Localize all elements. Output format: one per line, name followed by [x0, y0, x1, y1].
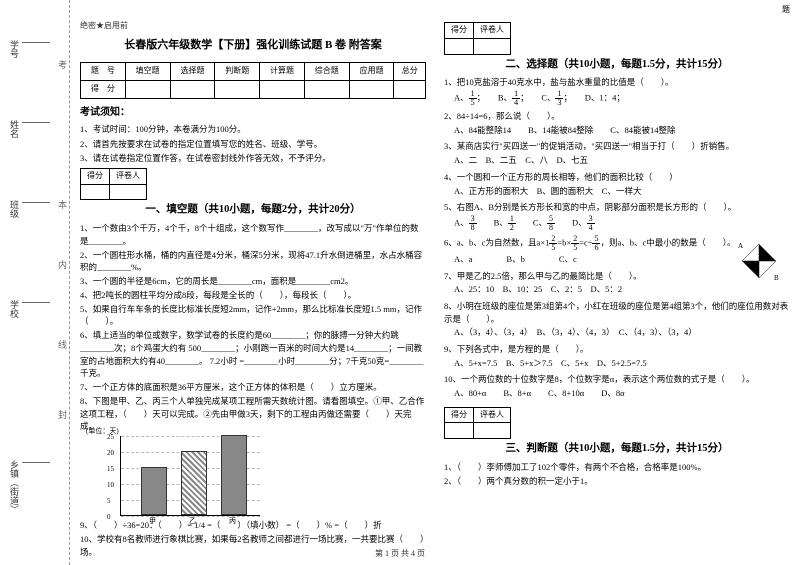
chart-xlabel: 乙 — [189, 516, 196, 527]
score-mini-table-1: 得分评卷人 — [80, 168, 147, 201]
score-mini-table-2: 得分评卷人 — [444, 22, 511, 55]
chart-xlabel: 丙 — [229, 516, 236, 527]
choice-questions: 1、把10克盐溶于40克水中，盐与盐水重量的比值是（ ）。A、15； B、14；… — [444, 76, 790, 400]
choice-options: A、80+α B、8+α C、8+10α D、8α — [454, 387, 790, 401]
score-header-cell: 判断题 — [215, 63, 260, 81]
judge-question: 2、（ ）两个真分数的积一定小于1。 — [444, 475, 790, 488]
mini-cell: 评卷人 — [474, 407, 511, 423]
notice-list: 1、考试时间：100分钟，本卷满分为100分。2、请首先按要求在试卷的指定位置填… — [80, 123, 426, 166]
fill-question: 1、一个数由3个千万，4个千，8个十组成，这个数写作________，改写成以"… — [80, 222, 426, 248]
section-1-title: 一、填空题（共10小题，每题2分，共计20分） — [80, 202, 426, 219]
choice-options: A、25：10 B、10：25 C、2：5 D、5：2 — [454, 283, 790, 297]
page-footer: 第 1 页 共 4 页 — [0, 548, 800, 559]
confidential-label: 绝密★启用前 — [80, 20, 426, 33]
chart-bar — [221, 435, 247, 515]
judge-questions: 1、（ ）李师傅加工了102个零件，有两个不合格，合格率是100%。2、（ ）两… — [444, 461, 790, 488]
chart-bar — [141, 467, 167, 515]
binding-field-label: 乡镇（街道） — [8, 460, 21, 514]
notice-item: 1、考试时间：100分钟，本卷满分为100分。 — [80, 123, 426, 137]
choice-question: 2、84÷14=6，那么说（ ）。 — [444, 110, 790, 123]
mini-cell: 评卷人 — [474, 23, 511, 39]
fill-question: 2、一个圆柱形水桶，桶的内直径是4分米，桶深5分米，现将47.1升水倒进桶里，水… — [80, 249, 426, 275]
fill-question: 3、一个圆的半径是6cm，它的周长是________cm，面积是________… — [80, 275, 426, 288]
page-corner-label: 题 — [782, 4, 790, 15]
score-header-cell: 题 号 — [81, 63, 126, 81]
choice-options: A、38 B、12 C、58 D、34 — [454, 215, 790, 232]
binding-seal-text: 考 — [56, 60, 69, 69]
notice-item: 2、请首先按要求在试卷的指定位置填写您的姓名、班级、学号。 — [80, 138, 426, 152]
compass-label-b: B — [774, 274, 779, 282]
fill-questions: 1、一个数由3个千万，4个千，8个十组成，这个数写作________，改写成以"… — [80, 222, 426, 433]
choice-options: A、15； B、14； C、13； D、1：4； — [454, 90, 790, 107]
compass-label-a: A — [738, 242, 743, 250]
score-mini-table-3: 得分评卷人 — [444, 407, 511, 440]
binding-seal-text: 本 — [56, 200, 69, 209]
fill-q9: 9、（ ）÷36=20：（ ）= 1/4 =（ ）（填小数） =（ ）% =（ … — [80, 519, 426, 532]
choice-options: A、84能整除14 B、14能被84整除 C、84能被14整除 — [454, 124, 790, 138]
page-content: 绝密★启用前 长春版六年级数学【下册】强化训练试题 B 卷 附答案 题 号填空题… — [80, 20, 790, 540]
mini-cell: 评卷人 — [110, 168, 147, 184]
binding-seal-text: 内 — [56, 260, 69, 269]
mini-cell: 得分 — [445, 407, 474, 423]
score-header-cell: 总分 — [394, 63, 426, 81]
chart-bar — [181, 451, 207, 515]
choice-question: 3、某商店实行"买四送一"的促销活动，"买四送一"相当于打（ ）折销售。 — [444, 140, 790, 153]
compass-diagram: A B — [738, 240, 780, 282]
exam-title: 长春版六年级数学【下册】强化训练试题 B 卷 附答案 — [80, 37, 426, 55]
binding-field-label: 姓名 — [8, 120, 21, 138]
choice-question: 10、一个两位数的十位数字是8，个位数字是α，表示这个两位数的式子是（ ）。 — [444, 373, 790, 386]
choice-question: 1、把10克盐溶于40克水中，盐与盐水重量的比值是（ ）。 — [444, 76, 790, 89]
binding-field-label: 学校 — [8, 300, 21, 318]
chart-ytick: 5 — [107, 496, 111, 507]
choice-options: A、5+x=7.5 B、5+x＞7.5 C、5+x D、5+2.5=7.5 — [454, 357, 790, 371]
choice-options: A、二 B、二五 C、八 D、七五 — [454, 154, 790, 168]
choice-question: 5、右图A、B分别是长方形长和宽的中点，阴影部分面积是长方形的（ ）。 — [444, 201, 790, 214]
mini-cell: 得分 — [81, 168, 110, 184]
score-header-cell: 填空题 — [125, 63, 170, 81]
mini-cell: 得分 — [445, 23, 474, 39]
chart-xlabel: 甲 — [149, 516, 156, 527]
chart-ytick: 15 — [107, 464, 114, 475]
choice-question: 4、一个圆和一个正方形的周长相等，他们的面积比较（ ） — [444, 171, 790, 184]
binding-margin: 学号姓名班级学校乡镇（街道） 考本内线封 — [0, 0, 70, 565]
score-row-label: 得 分 — [81, 81, 126, 99]
notice-heading: 考试须知： — [80, 105, 426, 121]
score-header-cell: 计算题 — [260, 63, 305, 81]
choice-options: A、正方形的面积大 B、圆的面积大 C、一样大 — [454, 185, 790, 199]
score-header-cell: 选择题 — [170, 63, 215, 81]
choice-question: 8、小明在班级的座位是第3组第4个，小红在班级的座位是第4组第3个，他们的座位用… — [444, 300, 790, 326]
bar-chart: (单位：天) 2520151050 甲乙丙 — [120, 436, 260, 516]
section-2-title: 二、选择题（共10小题，每题1.5分，共计15分） — [444, 57, 790, 74]
chart-ytick: 0 — [107, 512, 111, 523]
choice-options: A、（3，4）、（3，4） B、（3，4）、（4，3） C、（4，3）、（3，4… — [454, 326, 790, 340]
score-header-cell: 综合题 — [304, 63, 349, 81]
fill-question: 8、下图是甲、乙、丙三个人单独完成某项工程所需天数统计图。请看图填空。①甲、乙合… — [80, 395, 426, 433]
left-column: 绝密★启用前 长春版六年级数学【下册】强化训练试题 B 卷 附答案 题 号填空题… — [80, 20, 426, 540]
chart-ytick: 20 — [107, 448, 114, 459]
notice-item: 3、请在试卷指定位置作答，在试卷密封线外作答无效，不予评分。 — [80, 152, 426, 166]
fill-question: 4、把2吨长的圆柱平均分成8段，每段是全长的（ ），每段长（ ）。 — [80, 289, 426, 302]
score-header-cell: 应用题 — [349, 63, 394, 81]
binding-seal-text: 封 — [56, 410, 69, 419]
binding-field-label: 班级 — [8, 200, 21, 218]
binding-field-label: 学号 — [8, 40, 21, 58]
choice-question: 9、下列各式中，是方程的是（ ）。 — [444, 343, 790, 356]
right-column: 得分评卷人 二、选择题（共10小题，每题1.5分，共计15分） 1、把10克盐溶… — [444, 20, 790, 540]
score-table: 题 号填空题选择题判断题计算题综合题应用题总分 得 分 — [80, 62, 426, 99]
binding-seal-text: 线 — [56, 340, 69, 349]
judge-question: 1、（ ）李师傅加工了102个零件，有两个不合格，合格率是100%。 — [444, 461, 790, 474]
fill-question: 7、一个正方体的底面积是36平方厘米，这个正方体的体积是（ ）立方厘米。 — [80, 381, 426, 394]
fill-question: 6、填上适当的单位或数字，数学试卷的长度约是60________；你的脉搏一分钟… — [80, 329, 426, 380]
chart-ytick: 25 — [107, 432, 114, 443]
chart-ytick: 10 — [107, 480, 114, 491]
section-3-title: 三、判断题（共10小题，每题1.5分，共计15分） — [444, 441, 790, 458]
fill-question: 5、如果自行车车条的长度比标准长度短2mm，记作+2mm，那么比标准长度短1.5… — [80, 303, 426, 329]
